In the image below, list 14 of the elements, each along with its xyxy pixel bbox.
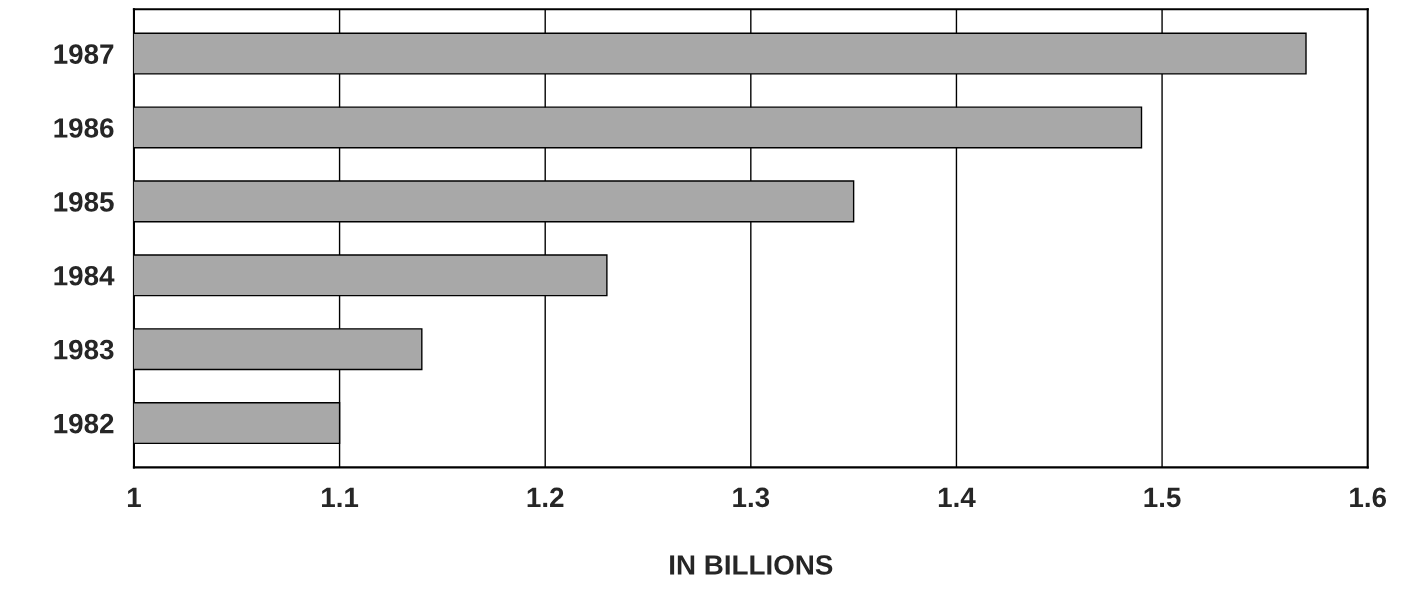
y-tick-label: 1987 xyxy=(54,44,114,64)
x-tick-label: 1.5 xyxy=(1144,487,1181,508)
x-tick-label: 1.1 xyxy=(322,487,359,507)
y-tick-label: 1986 xyxy=(54,118,114,138)
x-axis-title: IN BILLIONS xyxy=(670,555,833,575)
x-tick-label: 1 xyxy=(127,487,141,507)
y-tick-label: 1982 xyxy=(54,413,114,434)
x-tick-label: 1.4 xyxy=(938,487,976,507)
x-tick-label: 1.2 xyxy=(527,487,564,507)
x-tick-label: 1.6 xyxy=(1350,487,1387,508)
y-tick-label: 1984 xyxy=(54,265,115,286)
y-tick-label: 1985 xyxy=(54,192,114,212)
y-tick-label: 1983 xyxy=(54,339,114,360)
x-tick-label: 1.3 xyxy=(733,487,770,508)
